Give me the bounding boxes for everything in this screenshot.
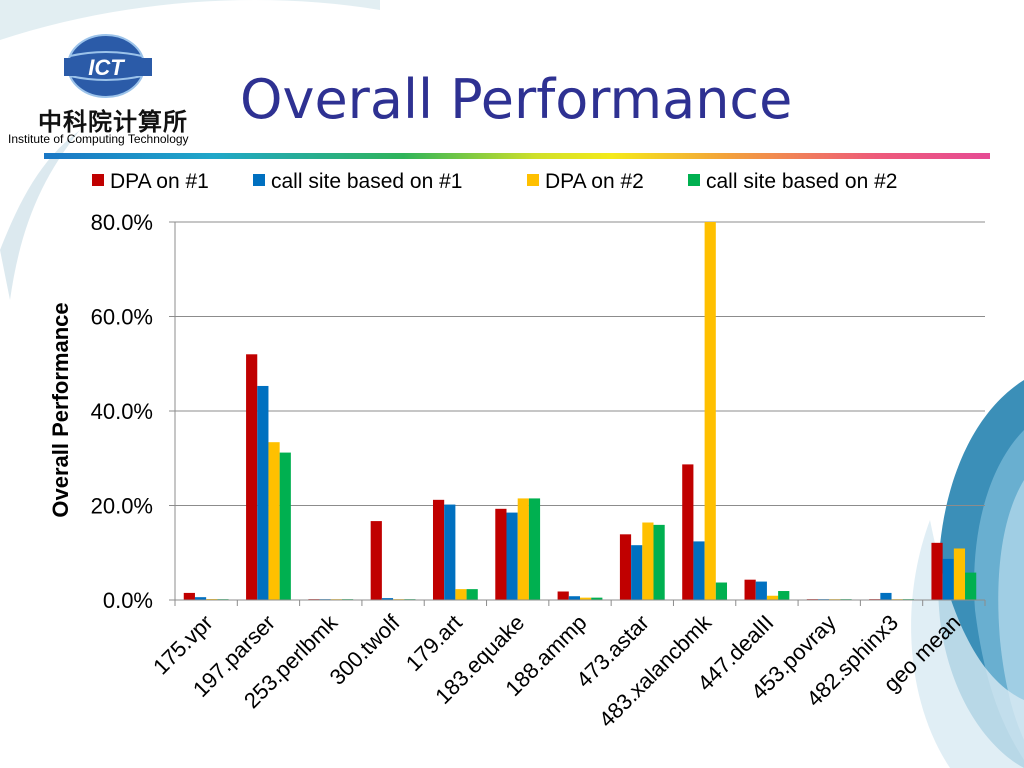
legend-swatch: [92, 174, 104, 186]
bar: [965, 572, 977, 600]
logo-subtitle: Institute of Computing Technology: [8, 132, 189, 146]
legend-label: call site based on #2: [706, 170, 897, 193]
bar: [495, 508, 507, 600]
legend-label: call site based on #1: [271, 170, 462, 193]
chart-legend: DPA on #1 call site based on #1 DPA on #2 c…: [92, 170, 897, 193]
y-axis-label: Overall Performance: [48, 302, 73, 517]
logo-chinese-name: 中科院计算所: [38, 107, 188, 136]
bar: [715, 582, 728, 600]
slide-title: Overall Performance: [240, 68, 793, 131]
bar: [506, 512, 518, 600]
bar: [466, 589, 478, 600]
bar: [880, 592, 892, 600]
bar: [246, 354, 258, 600]
bar: [744, 579, 756, 600]
bar: [755, 581, 767, 600]
bar: [653, 524, 665, 600]
ict-globe-icon: ICT: [64, 34, 152, 98]
bar: [568, 596, 580, 600]
y-axis-ticks: 0.0% 20.0% 40.0% 60.0% 80.0%: [91, 210, 175, 613]
title-divider: [44, 153, 990, 159]
bar: [557, 591, 569, 600]
y-tick-label: 0.0%: [103, 588, 153, 613]
bar: [528, 498, 541, 600]
legend-swatch: [253, 174, 265, 186]
y-tick-label: 60.0%: [91, 305, 153, 330]
bar: [194, 597, 207, 600]
bar: [591, 597, 603, 600]
bar: [279, 452, 291, 600]
bar: [642, 522, 654, 600]
legend-swatch: [527, 174, 539, 186]
bar: [693, 541, 705, 600]
bar: [619, 534, 632, 600]
chart-bars: [183, 222, 977, 600]
bar: [257, 385, 269, 600]
y-tick-label: 80.0%: [91, 210, 153, 235]
bar: [381, 598, 394, 600]
bar: [268, 442, 280, 600]
y-tick-label: 40.0%: [91, 399, 153, 424]
legend-label: DPA on #1: [110, 170, 209, 193]
bar: [942, 558, 954, 600]
bar: [517, 498, 529, 600]
chart-gridlines: [175, 221, 985, 601]
bar: [432, 499, 445, 600]
y-tick-label: 20.0%: [91, 494, 153, 519]
bar: [455, 589, 467, 600]
bar: [631, 545, 643, 600]
logo-ict-text: ICT: [88, 55, 125, 80]
bar: [183, 592, 195, 600]
bar: [580, 597, 592, 600]
legend-swatch: [688, 174, 700, 186]
bar: [370, 521, 382, 600]
ict-logo: ICT 中科院计算所 Institute of Computing Techno…: [8, 28, 218, 158]
bar: [778, 591, 790, 600]
bar: [931, 542, 943, 600]
x-tick-label: 483.xalancbmk: [594, 609, 717, 732]
chart-axes: [174, 222, 985, 601]
bar: [766, 595, 779, 600]
bar: [682, 464, 694, 600]
legend-label: DPA on #2: [545, 170, 644, 193]
bar: [704, 222, 716, 600]
bar: [953, 548, 966, 600]
x-axis-ticks: 175.vpr197.parser253.perlbmk300.twolf179…: [148, 600, 986, 732]
bar: [444, 504, 456, 600]
x-tick-label: 300.twolf: [325, 609, 406, 690]
